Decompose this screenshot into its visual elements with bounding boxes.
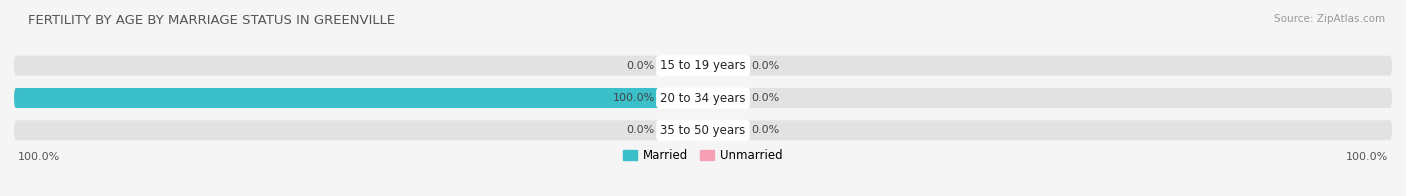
Text: 100.0%: 100.0%	[1347, 152, 1389, 162]
FancyBboxPatch shape	[703, 120, 741, 140]
FancyBboxPatch shape	[14, 56, 1392, 76]
Text: FERTILITY BY AGE BY MARRIAGE STATUS IN GREENVILLE: FERTILITY BY AGE BY MARRIAGE STATUS IN G…	[28, 14, 395, 27]
Text: 100.0%: 100.0%	[613, 93, 655, 103]
Text: 20 to 34 years: 20 to 34 years	[661, 92, 745, 104]
Text: 100.0%: 100.0%	[17, 152, 59, 162]
Text: 0.0%: 0.0%	[627, 125, 655, 135]
FancyBboxPatch shape	[665, 120, 703, 140]
Text: 0.0%: 0.0%	[751, 61, 779, 71]
Legend: Married, Unmarried: Married, Unmarried	[619, 144, 787, 167]
Text: 15 to 19 years: 15 to 19 years	[661, 59, 745, 72]
Text: 0.0%: 0.0%	[751, 93, 779, 103]
Text: 35 to 50 years: 35 to 50 years	[661, 124, 745, 137]
FancyBboxPatch shape	[665, 56, 703, 76]
FancyBboxPatch shape	[665, 88, 703, 108]
Text: 0.0%: 0.0%	[627, 61, 655, 71]
FancyBboxPatch shape	[14, 88, 1392, 108]
Text: Source: ZipAtlas.com: Source: ZipAtlas.com	[1274, 14, 1385, 24]
FancyBboxPatch shape	[14, 120, 1392, 140]
FancyBboxPatch shape	[703, 56, 741, 76]
Text: 0.0%: 0.0%	[751, 125, 779, 135]
FancyBboxPatch shape	[703, 88, 741, 108]
FancyBboxPatch shape	[14, 88, 703, 108]
